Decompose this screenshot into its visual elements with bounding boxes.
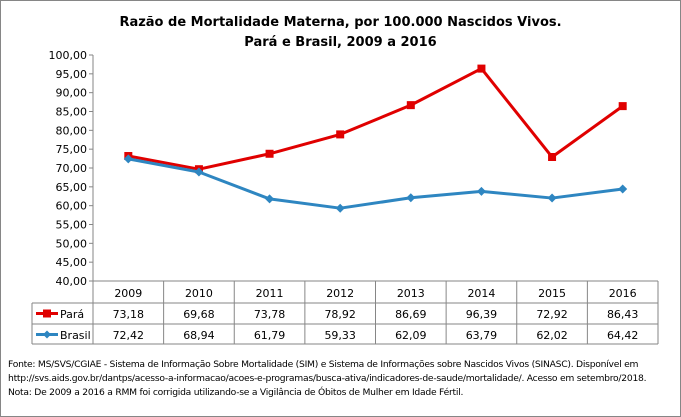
- data-table-value: 64,42: [607, 329, 639, 342]
- data-table-value: 73,78: [254, 308, 286, 321]
- y-tick-label: 60,00: [56, 200, 88, 213]
- data-table-value: 73,18: [113, 308, 145, 321]
- y-tick-label: 55,00: [56, 219, 88, 232]
- data-table-value: 62,09: [395, 329, 427, 342]
- x-category-label: 2012: [326, 287, 354, 300]
- legend-label: Brasil: [60, 329, 91, 342]
- legend-marker-square: [43, 309, 51, 318]
- data-point-diamond: [406, 193, 416, 203]
- data-table-value: 86,69: [395, 308, 427, 321]
- y-tick-label: 80,00: [56, 124, 88, 137]
- y-tick-label: 95,00: [56, 68, 88, 81]
- data-point-square: [406, 101, 415, 110]
- source-note: Fonte: MS/SVS/CGIAE - Sistema de Informa…: [8, 359, 639, 370]
- data-table-value: 96,39: [466, 308, 498, 321]
- data-point-diamond: [547, 193, 557, 203]
- data-point-diamond: [123, 154, 133, 164]
- data-point-diamond: [618, 184, 628, 194]
- data-point-diamond: [194, 167, 204, 177]
- data-table-value: 69,68: [183, 308, 215, 321]
- data-point-square: [477, 64, 486, 73]
- data-point-diamond: [265, 194, 275, 204]
- x-category-label: 2015: [538, 287, 566, 300]
- data-table-value: 86,43: [607, 308, 639, 321]
- x-category-label: 2010: [185, 287, 213, 300]
- chart-title: Razão de Mortalidade Materna, por 100.00…: [119, 15, 562, 30]
- x-category-label: 2011: [256, 287, 284, 300]
- legend-label: Pará: [60, 308, 84, 321]
- data-point-square: [336, 130, 345, 139]
- x-category-label: 2014: [467, 287, 495, 300]
- source-url-note: http://svs.aids.gov.br/dantps/acesso-a-i…: [8, 373, 647, 384]
- data-table-value: 62,02: [536, 329, 568, 342]
- y-tick-label: 50,00: [56, 237, 88, 250]
- data-point-square: [548, 153, 557, 162]
- y-tick-label: 45,00: [56, 256, 88, 269]
- series-line-Brasil: [128, 157, 623, 210]
- data-table-value: 59,33: [324, 329, 356, 342]
- data-point-diamond: [476, 186, 486, 196]
- x-category-label: 2013: [397, 287, 425, 300]
- y-tick-label: 100,00: [49, 49, 88, 62]
- y-tick-label: 70,00: [56, 162, 88, 175]
- y-tick-label: 85,00: [56, 106, 88, 119]
- data-point-diamond: [335, 203, 345, 213]
- x-category-label: 2009: [114, 287, 142, 300]
- data-point-square: [618, 102, 627, 111]
- data-table-value: 63,79: [466, 329, 498, 342]
- data-table-value: 61,79: [254, 329, 286, 342]
- y-tick-label: 40,00: [56, 275, 88, 288]
- data-table-value: 78,92: [324, 308, 356, 321]
- x-category-label: 2016: [609, 287, 637, 300]
- data-point-square: [265, 149, 274, 158]
- y-tick-label: 90,00: [56, 87, 88, 100]
- data-table-value: 72,92: [536, 308, 568, 321]
- series-line-Pará: [128, 67, 624, 171]
- chart-subtitle: Pará e Brasil, 2009 a 2016: [244, 35, 437, 50]
- data-table-value: 68,94: [183, 329, 215, 342]
- y-tick-label: 75,00: [56, 143, 88, 156]
- legend-marker-diamond: [43, 330, 51, 339]
- data-table-value: 72,42: [113, 329, 145, 342]
- y-tick-label: 65,00: [56, 181, 88, 194]
- correction-note: Nota: De 2009 a 2016 a RMM foi corrigida…: [8, 387, 464, 398]
